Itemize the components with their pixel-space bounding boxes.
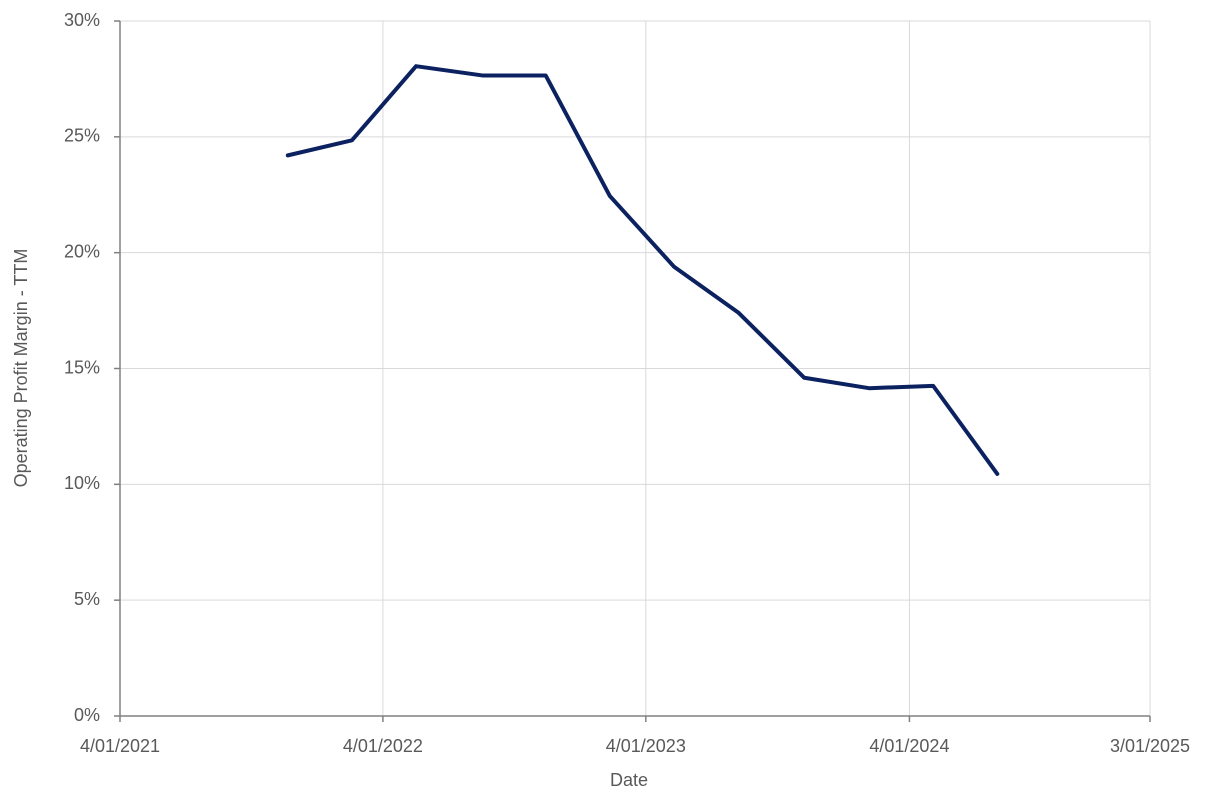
y-tick-label: 30%	[64, 10, 100, 30]
x-axis-label: Date	[610, 770, 648, 790]
x-tick-label: 4/01/2021	[80, 736, 160, 756]
x-tick-label: 3/01/2025	[1110, 736, 1190, 756]
y-tick-label: 15%	[64, 357, 100, 377]
x-tick-label: 4/01/2022	[343, 736, 423, 756]
y-tick-label: 0%	[74, 705, 100, 725]
y-tick-label: 5%	[74, 589, 100, 609]
x-tick-label: 4/01/2023	[606, 736, 686, 756]
y-tick-label: 10%	[64, 473, 100, 493]
line-series	[285, 64, 1000, 476]
y-tick-label: 25%	[64, 126, 100, 146]
y-axis-label: Operating Profit Margin - TTM	[11, 249, 31, 488]
x-tick-label: 4/01/2024	[869, 736, 949, 756]
y-tick-label: 20%	[64, 241, 100, 261]
